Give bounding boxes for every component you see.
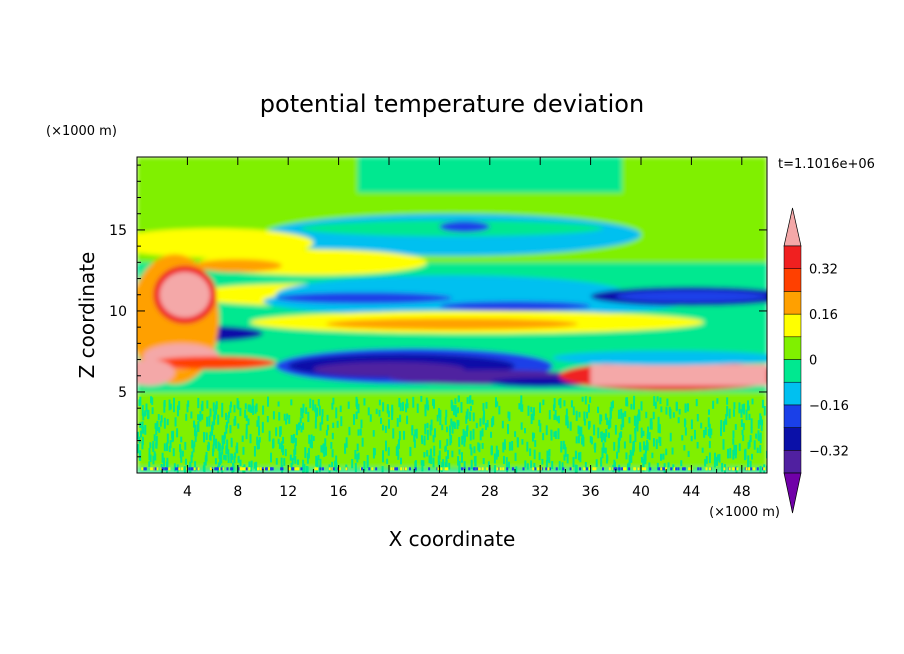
colorbar-swatch (783, 404, 802, 428)
colorbar-min-arrow (783, 472, 802, 514)
colorbar-tick-label: 0.16 (809, 308, 838, 323)
warm-anomaly-core (159, 272, 211, 318)
contour-field (137, 157, 767, 473)
colorbar-swatch (783, 427, 802, 451)
chart-title: potential temperature deviation (260, 90, 644, 118)
plot-frame (136, 156, 768, 474)
x-unit-label: (×1000 m) (709, 505, 780, 520)
x-tick-label: 24 (430, 484, 448, 500)
colorbar-swatch (783, 268, 802, 292)
cold-streak (439, 301, 591, 311)
x-tick-label: 36 (582, 484, 600, 500)
x-tick-label: 40 (632, 484, 650, 500)
colorbar-swatch (783, 291, 802, 315)
warm-streak (149, 356, 276, 370)
x-axis-label: X coordinate (389, 527, 516, 551)
x-tick-label: 48 (733, 484, 751, 500)
x-tick-label: 20 (380, 484, 398, 500)
x-tick-label: 16 (330, 484, 348, 500)
x-axis-ticks: 4 8 12 16 20 24 28 32 36 40 44 48 (161, 157, 751, 500)
cold-streak (615, 290, 767, 303)
y-unit-label: (×1000 m) (46, 124, 117, 139)
colorbar-swatch (783, 245, 802, 269)
warm-anomaly-core (137, 359, 175, 386)
colorbar-tick-label: 0.32 (809, 263, 838, 278)
x-tick-label: 12 (279, 484, 297, 500)
y-axis-ticks: 5 10 15 (109, 164, 767, 458)
colorbar-swatch (783, 381, 802, 406)
cool-streak (552, 350, 767, 366)
x-tick-label: 28 (481, 484, 499, 500)
y-axis-label: Z coordinate (75, 252, 99, 379)
colorbar-swatch (783, 450, 802, 474)
colorbar-swatch (783, 313, 802, 338)
colorbar-max-arrow (783, 207, 802, 247)
x-tick-label: 8 (233, 484, 242, 500)
warm-streak (193, 259, 282, 273)
y-tick-label: 5 (118, 385, 127, 401)
cold-streak (275, 292, 452, 304)
colorbar-tick-label: 0 (809, 354, 817, 369)
cool-core (439, 221, 490, 233)
colorbar-swatch (783, 336, 802, 360)
colorbar-tick-label: −0.32 (809, 444, 849, 459)
time-label: t=1.1016e+06 (778, 157, 875, 172)
x-tick-label: 44 (682, 484, 700, 500)
y-tick-label: 15 (109, 223, 127, 239)
warm-band (137, 228, 314, 258)
colorbar-swatch (783, 359, 802, 383)
y-tick-label: 10 (109, 304, 127, 320)
x-tick-label: 4 (183, 484, 192, 500)
x-tick-label: 32 (531, 484, 549, 500)
colorbar-tick-label: −0.16 (809, 399, 849, 414)
colorbar: 0.32 0.16 0 −0.16 −0.32 (783, 207, 849, 514)
warm-streak (326, 318, 578, 330)
